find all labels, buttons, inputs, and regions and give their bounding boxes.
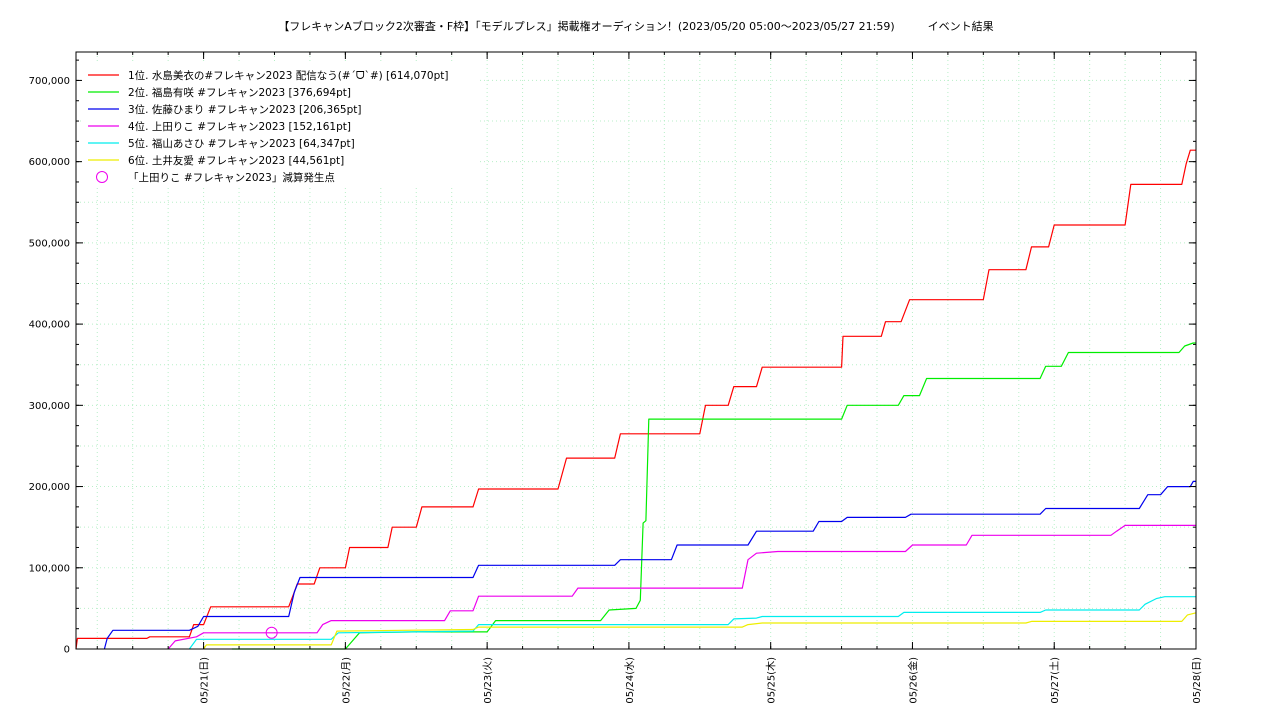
series-group — [75, 149, 1197, 650]
legend-entry: 「上田りこ #フレキャン2023」減算発生点 — [128, 171, 335, 184]
legend-entry: 6位. 土井友愛 #フレキャン2023 [44,561pt] — [128, 154, 344, 167]
x-tick-label: 05/26(金) — [906, 657, 919, 704]
y-tick-label: 0 — [64, 645, 70, 656]
legend-entry: 3位. 佐藤ひまり #フレキャン2023 [206,365pt] — [128, 103, 361, 116]
legend: 1位. 水島美衣の#フレキャン2023 配信なう(#´ᗜ`#) [614,070… — [82, 62, 477, 188]
x-tick-label: 05/23(火) — [482, 657, 494, 704]
legend-entry: 2位. 福島有咲 #フレキャン2023 [376,694pt] — [128, 86, 351, 99]
x-tick-label: 05/25(木) — [766, 657, 778, 704]
y-tick-label: 200,000 — [29, 482, 70, 493]
legend-entry: 4位. 上田りこ #フレキャン2023 [152,161pt] — [128, 120, 351, 133]
series-line-4 — [167, 524, 1196, 650]
series-line-6 — [203, 612, 1197, 650]
series-line-2 — [231, 342, 1196, 650]
y-tick-label: 500,000 — [29, 238, 70, 249]
axes: 0 100,000 200,000 300,000 400,000 500,000 600,… — [29, 52, 1203, 704]
y-tick-label: 300,000 — [29, 401, 70, 412]
y-tick-label: 100,000 — [29, 563, 70, 574]
plot-frame — [75, 51, 1197, 650]
gridlines — [76, 52, 1196, 649]
legend-marker-symbol — [96, 171, 108, 183]
series-line-1 — [75, 149, 1196, 650]
decrement-marker — [265, 626, 278, 639]
legend-entry: 1位. 水島美衣の#フレキャン2023 配信なう(#´ᗜ`#) [614,070… — [128, 69, 448, 82]
x-tick-label: 05/24(水) — [624, 657, 636, 704]
marker-group — [265, 626, 278, 639]
x-tick-label: 05/28(日) — [1192, 657, 1203, 704]
y-tick-label: 600,000 — [29, 157, 70, 168]
x-tick-label: 05/21(日) — [200, 657, 211, 704]
y-tick-label: 400,000 — [29, 320, 70, 331]
legend-entry: 5位. 福山あさひ #フレキャン2023 [64,347pt] — [128, 137, 355, 150]
series-line-3 — [103, 480, 1196, 650]
legend-background — [82, 62, 477, 188]
x-tick-label: 05/27(土) — [1048, 657, 1061, 704]
series-line-5 — [188, 596, 1196, 650]
chart-title: 【フレキャンAブロック2次審査・F枠】「モデルプレス」掲載権オーディション！(2… — [278, 19, 993, 33]
x-tick-label: 05/22(月) — [340, 657, 352, 704]
y-tick-label: 700,000 — [29, 76, 70, 87]
